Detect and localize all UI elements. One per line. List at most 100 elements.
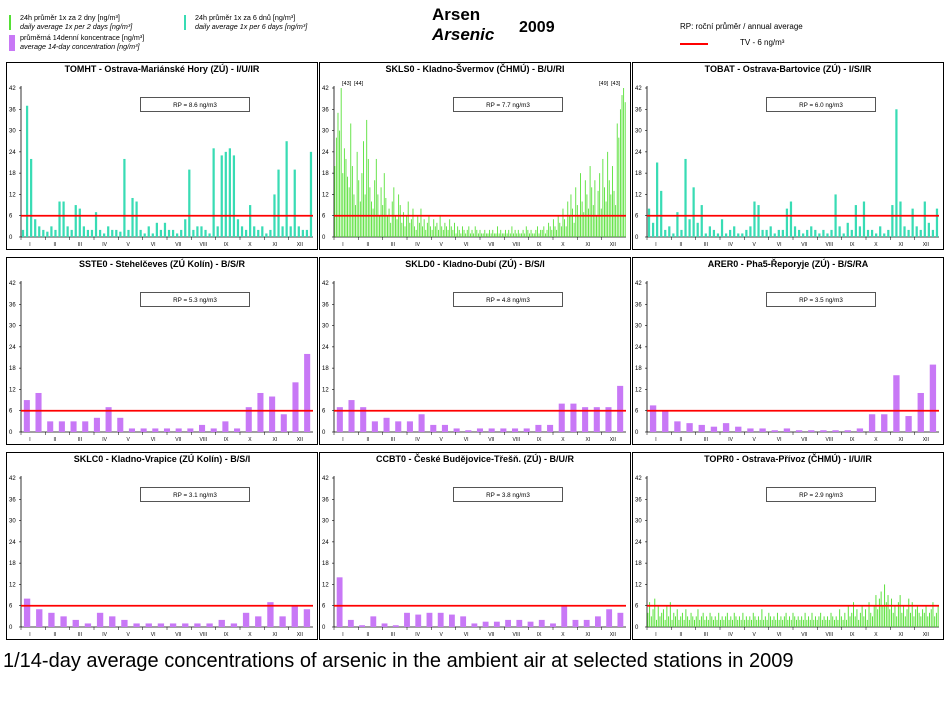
bar: [899, 201, 902, 237]
bar: [935, 612, 937, 627]
y-tick-label: 0: [322, 430, 326, 436]
bar: [399, 205, 401, 237]
bar: [343, 148, 345, 237]
bar: [267, 602, 274, 627]
bar: [493, 621, 500, 627]
bar: [524, 233, 526, 237]
bar: [387, 215, 388, 237]
y-tick-label: 18: [635, 561, 642, 567]
bar: [692, 187, 695, 237]
bar: [935, 208, 939, 237]
month-label: VI: [151, 437, 156, 443]
bar: [167, 229, 171, 237]
bar: [737, 233, 740, 237]
bar: [666, 605, 668, 627]
month-label: XI: [899, 437, 904, 443]
month-label: X: [874, 632, 878, 638]
bar: [48, 612, 55, 627]
bar: [385, 197, 387, 237]
month-label: VIII: [826, 242, 834, 248]
y-tick-label: 6: [9, 409, 13, 415]
y-tick-label: 36: [635, 497, 642, 503]
bar: [530, 229, 532, 237]
bar: [159, 229, 163, 237]
bar: [879, 226, 882, 237]
bar: [830, 612, 832, 627]
bar: [804, 612, 806, 627]
month-label: VI: [777, 242, 782, 248]
bar: [575, 187, 577, 237]
bar: [608, 180, 610, 237]
bar: [500, 229, 502, 237]
bar: [619, 109, 621, 237]
bar: [498, 233, 500, 237]
bar: [915, 226, 918, 237]
bar: [822, 229, 825, 237]
bar: [96, 612, 104, 627]
bar: [773, 616, 775, 627]
station-chart-7: SKLC0 - Kladno-Vrapice (ZÚ Kolín) - B/S/…: [6, 452, 318, 640]
month-label: II: [54, 437, 57, 443]
bar: [382, 205, 384, 237]
bar: [837, 619, 839, 627]
bar: [418, 222, 420, 237]
tv-legend: TV - 6 ng/m³: [680, 38, 880, 48]
bar: [930, 609, 932, 627]
bar: [425, 229, 427, 237]
bar: [446, 226, 447, 237]
bar: [474, 226, 476, 237]
bar: [230, 623, 238, 627]
month-label: III: [78, 632, 82, 638]
month-label: VII: [801, 632, 807, 638]
month-label: IX: [850, 242, 855, 248]
bar: [624, 102, 626, 237]
bar: [787, 619, 789, 627]
bar: [600, 208, 602, 237]
bar: [466, 229, 468, 237]
bar: [58, 201, 61, 237]
bar: [281, 226, 284, 237]
bar: [369, 187, 371, 237]
bar: [906, 609, 908, 627]
bar: [680, 616, 682, 627]
bar: [722, 423, 730, 432]
bar: [582, 407, 589, 432]
bar: [105, 407, 112, 432]
bar: [415, 229, 417, 237]
bar: [813, 619, 815, 627]
bar: [849, 616, 851, 627]
month-label: IX: [850, 437, 855, 443]
bar: [745, 616, 747, 627]
bar: [228, 148, 231, 237]
month-label: II: [54, 242, 57, 248]
bar: [580, 173, 581, 237]
y-tick-label: 30: [322, 129, 329, 135]
bar: [348, 187, 350, 237]
bar: [756, 619, 758, 627]
bar: [188, 169, 191, 237]
bar: [107, 226, 110, 237]
month-label: III: [78, 242, 82, 248]
bar: [808, 430, 815, 432]
y-tick-label: 30: [635, 519, 642, 525]
bar: [514, 229, 516, 237]
bar: [25, 105, 29, 237]
y-tick-label: 12: [635, 582, 642, 588]
bar: [292, 382, 299, 432]
month-label: VI: [777, 437, 782, 443]
bar: [437, 612, 444, 627]
bar: [770, 616, 772, 627]
bar: [538, 619, 545, 627]
bar: [42, 229, 45, 237]
bar: [877, 609, 879, 627]
month-label: VII: [175, 242, 181, 248]
bar: [828, 619, 830, 627]
bar: [304, 353, 311, 432]
bar: [792, 612, 794, 627]
month-label: IX: [224, 632, 229, 638]
bar: [420, 208, 422, 237]
bar: [740, 619, 742, 627]
bar: [920, 616, 922, 627]
bar: [811, 612, 813, 627]
bar: [851, 612, 853, 627]
